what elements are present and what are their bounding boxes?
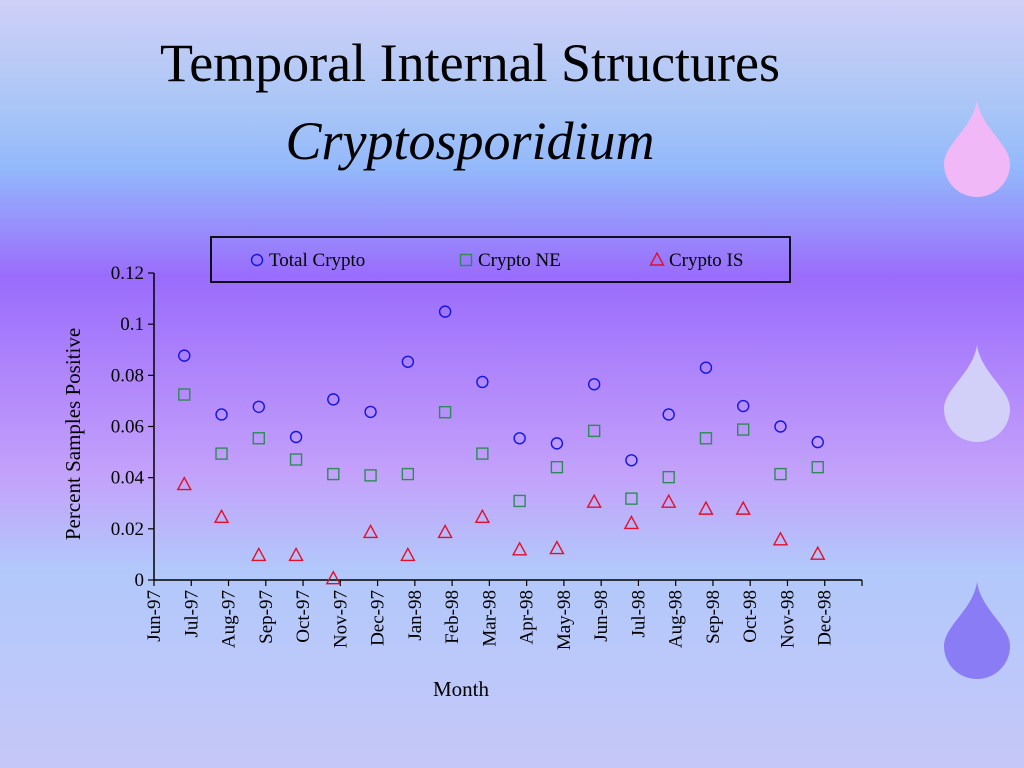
data-point-triangle bbox=[325, 570, 341, 585]
data-point-triangle bbox=[772, 531, 789, 546]
x-tick-label: Dec-97 bbox=[368, 590, 389, 646]
slide-subtitle: Cryptosporidium bbox=[285, 111, 655, 171]
data-point-circle bbox=[327, 393, 340, 406]
y-tick-label: 0.06 bbox=[111, 417, 144, 438]
y-axis-title: Percent Samples Positive bbox=[61, 328, 85, 540]
data-point-triangle bbox=[400, 546, 416, 562]
chart-axes: 0 0.02 0.04 0.06 0.08 0.1 0.12 Jun-97 Jul-97 Aug-… bbox=[61, 263, 863, 701]
y-tick-label: 0.1 bbox=[120, 314, 144, 335]
x-tick-label: Nov-98 bbox=[777, 590, 798, 648]
data-point-square bbox=[364, 469, 377, 482]
y-tick-label: 0 bbox=[135, 570, 145, 591]
x-tick-label: Nov-97 bbox=[330, 590, 351, 648]
data-point-circle bbox=[178, 349, 191, 362]
legend-box bbox=[210, 236, 791, 283]
data-point-triangle bbox=[176, 476, 192, 491]
data-point-square bbox=[289, 453, 303, 466]
data-point-square bbox=[438, 405, 452, 419]
data-point-triangle bbox=[288, 546, 304, 562]
data-point-circle bbox=[215, 408, 228, 421]
data-point-triangle bbox=[437, 523, 453, 539]
slide-title: Temporal Internal Structures bbox=[160, 33, 780, 93]
legend-marker-square bbox=[459, 253, 473, 267]
data-point-circle bbox=[550, 437, 564, 450]
x-tick-label: Sep-97 bbox=[256, 590, 277, 644]
data-point-square bbox=[662, 470, 675, 484]
data-point-triangle bbox=[362, 523, 379, 539]
data-point-square bbox=[699, 432, 713, 445]
data-point-square bbox=[327, 467, 340, 481]
legend-label: Total Crypto bbox=[269, 250, 365, 271]
data-point-circle bbox=[811, 435, 824, 449]
data-point-triangle bbox=[623, 514, 640, 530]
data-point-square bbox=[811, 460, 824, 474]
y-tick-label: 0.08 bbox=[111, 365, 144, 386]
x-tick-label: May-98 bbox=[554, 590, 575, 650]
data-point-square bbox=[178, 388, 191, 401]
x-tick-label: Aug-97 bbox=[219, 590, 240, 648]
data-point-square bbox=[401, 467, 415, 481]
water-drop-violet-icon bbox=[944, 582, 1010, 679]
chart-legend: Total Crypto Crypto NE Crypto IS bbox=[210, 236, 791, 283]
legend-marker-triangle bbox=[649, 251, 665, 266]
data-point-triangle bbox=[661, 493, 677, 508]
legend-marker-circle bbox=[250, 253, 264, 267]
data-point-triangle bbox=[810, 545, 826, 560]
data-point-square bbox=[513, 494, 526, 508]
data-point-triangle bbox=[586, 493, 602, 508]
data-point-triangle bbox=[213, 508, 230, 524]
data-point-circle bbox=[587, 378, 601, 391]
x-tick-label: Jul-98 bbox=[628, 590, 649, 638]
data-point-triangle bbox=[698, 500, 714, 515]
y-tick-label: 0.04 bbox=[111, 468, 145, 489]
x-tick-label: Dec-98 bbox=[815, 590, 836, 646]
y-tick-label: 0.02 bbox=[111, 519, 144, 540]
data-point-triangle bbox=[474, 508, 491, 524]
legend-label: Crypto NE bbox=[478, 250, 561, 271]
x-tick-label: Jun-98 bbox=[591, 590, 612, 642]
data-point-square bbox=[550, 460, 564, 474]
data-point-circle bbox=[252, 400, 265, 414]
chart-marks bbox=[176, 305, 826, 585]
data-point-circle bbox=[513, 432, 526, 445]
x-tick-label: Jun-97 bbox=[144, 590, 165, 642]
x-tick-label: Mar-98 bbox=[479, 590, 500, 647]
data-point-circle bbox=[438, 305, 452, 318]
data-point-circle bbox=[699, 361, 713, 374]
data-point-square bbox=[587, 424, 601, 438]
water-drop-pink-icon bbox=[944, 100, 1010, 197]
x-tick-label: Feb-98 bbox=[442, 590, 463, 644]
data-point-circle bbox=[625, 454, 638, 467]
x-tick-label: Sep-98 bbox=[703, 590, 724, 644]
legend-label: Crypto IS bbox=[669, 250, 743, 271]
data-point-triangle bbox=[735, 500, 751, 515]
data-point-circle bbox=[476, 375, 489, 389]
data-point-circle bbox=[364, 405, 377, 419]
y-tick-label: 0.12 bbox=[111, 263, 144, 284]
water-drop-lavender-icon bbox=[944, 345, 1010, 442]
data-point-triangle bbox=[511, 541, 528, 556]
data-point-circle bbox=[737, 399, 750, 413]
data-point-square bbox=[215, 447, 228, 460]
x-tick-label: Apr-98 bbox=[517, 590, 538, 645]
data-point-square bbox=[476, 447, 489, 460]
data-point-circle bbox=[662, 408, 675, 421]
data-point-square bbox=[252, 432, 265, 445]
x-tick-label: Jan-98 bbox=[405, 590, 426, 641]
data-point-circle bbox=[401, 355, 415, 368]
data-point-triangle bbox=[251, 546, 267, 562]
data-point-square bbox=[625, 492, 638, 505]
data-point-square bbox=[737, 423, 750, 436]
x-tick-label: Oct-98 bbox=[740, 590, 761, 643]
x-axis-title: Month bbox=[433, 677, 490, 701]
data-point-square bbox=[774, 467, 787, 481]
data-point-triangle bbox=[549, 540, 565, 555]
x-tick-label: Jul-97 bbox=[181, 590, 202, 638]
data-point-circle bbox=[289, 430, 303, 444]
x-tick-label: Aug-98 bbox=[666, 590, 687, 648]
data-point-circle bbox=[774, 420, 787, 433]
x-tick-label: Oct-97 bbox=[293, 590, 314, 643]
